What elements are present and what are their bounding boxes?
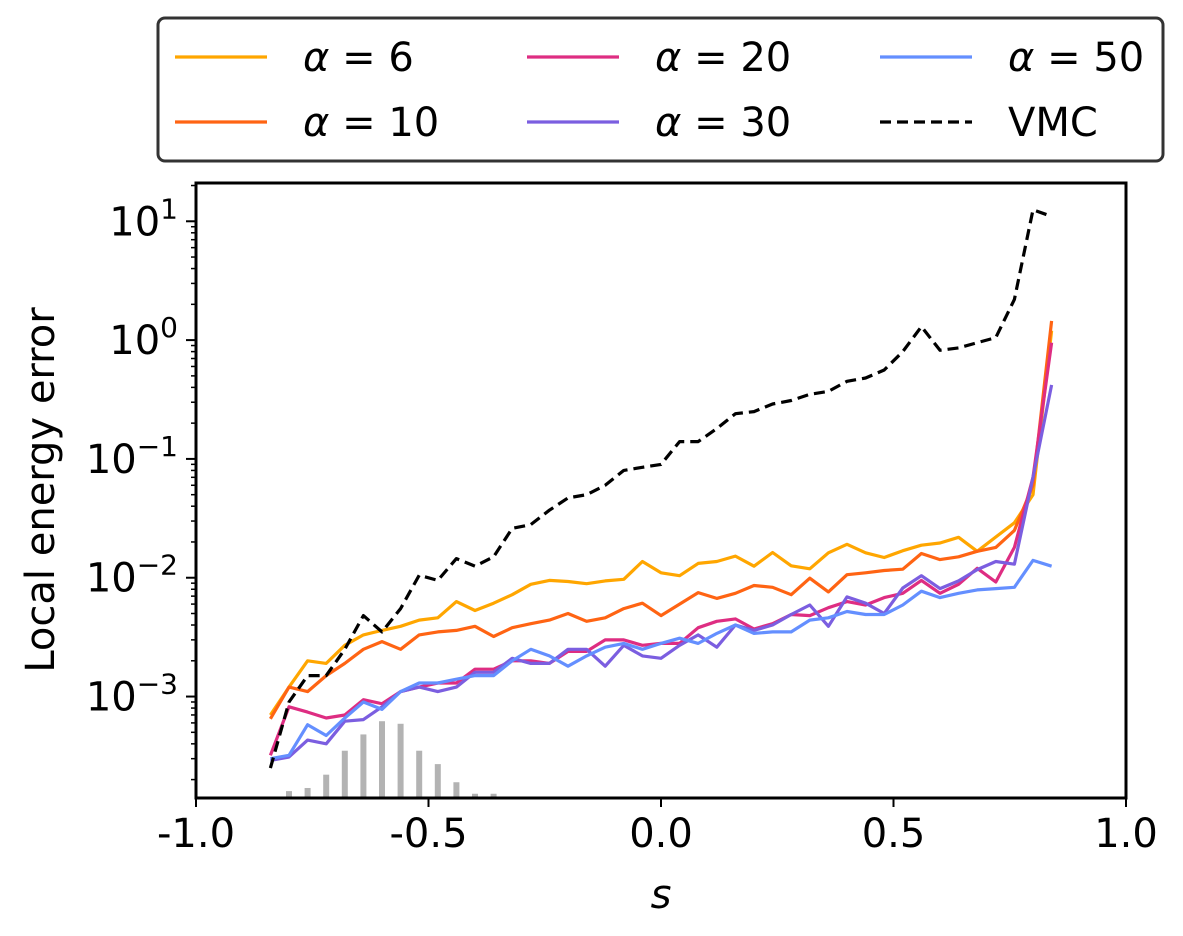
series-layer [268, 208, 1054, 769]
histogram-bar [434, 764, 441, 798]
y-axis-title: Local energy error [18, 307, 64, 673]
x-tick-label: 0.0 [629, 811, 693, 857]
legend-label-3: α = 30 [655, 100, 791, 146]
legend-frame [156, 16, 1165, 163]
legend-label-4: α = 50 [1008, 35, 1144, 81]
legend-label-2: α = 20 [655, 35, 791, 81]
y-tick-label: 10−3 [86, 668, 178, 721]
histogram-bar [304, 787, 311, 798]
legend: α = 6 α = 10 α = 20 α = 30 α = 50 VMC [156, 16, 1165, 163]
legend-label-1: α = 10 [303, 100, 439, 146]
x-tick-label: -0.5 [389, 811, 467, 857]
histogram-bar [453, 782, 460, 798]
y-axis: 10−3 10−2 10−1 100 101 [86, 184, 196, 781]
y-tick-label: 10−1 [86, 430, 178, 483]
histogram-bar [379, 721, 385, 798]
series-line-5 [268, 208, 1053, 769]
x-tick-label: 1.0 [1094, 811, 1158, 857]
legend-label-0: α = 6 [303, 35, 414, 81]
histogram-bar [323, 774, 330, 798]
histogram-bar [472, 793, 478, 798]
series-line-1 [269, 320, 1054, 720]
x-tick-label: -1.0 [157, 811, 235, 857]
histogram-bar [360, 734, 367, 798]
series-line-4 [270, 558, 1053, 761]
histogram-bar [397, 723, 404, 798]
y-tick-label: 10−2 [86, 549, 178, 602]
x-axis: -1.0 -0.5 0.0 0.5 1.0 [157, 798, 1158, 857]
y-tick-label: 100 [109, 311, 178, 364]
x-axis-title: s [651, 872, 672, 918]
histogram-bar [490, 793, 497, 798]
histogram-bar [286, 791, 292, 798]
histogram-bar [416, 750, 423, 798]
y-tick-label: 101 [109, 192, 178, 245]
legend-label-5: VMC [1008, 100, 1098, 146]
histogram-bar [341, 750, 348, 798]
series-line-2 [268, 342, 1054, 756]
x-tick-label: 0.5 [862, 811, 926, 857]
plot-frame [194, 181, 1128, 800]
histogram-layer [286, 721, 497, 798]
series-line-0 [269, 330, 1054, 716]
